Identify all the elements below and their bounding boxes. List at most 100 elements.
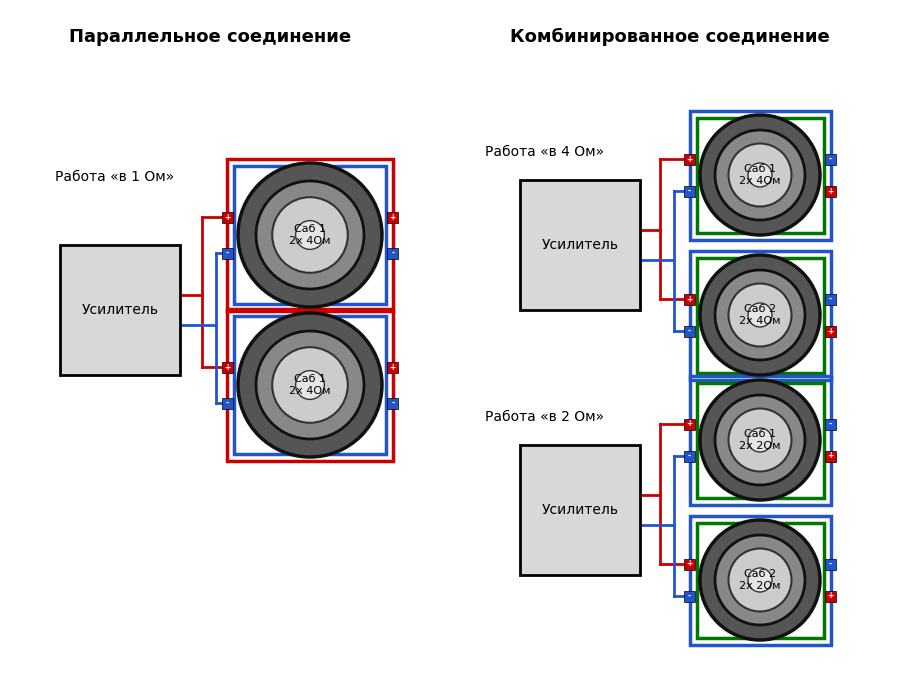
Bar (221, 212, 233, 222)
Bar (387, 362, 399, 372)
Ellipse shape (715, 130, 805, 220)
Ellipse shape (238, 163, 382, 307)
Bar (684, 450, 695, 462)
Text: -: - (226, 249, 229, 258)
Text: Саб 1
2х 4Ом: Саб 1 2х 4Ом (739, 164, 781, 186)
Text: -: - (829, 560, 833, 569)
Bar (684, 558, 695, 569)
Text: -: - (688, 187, 691, 195)
Bar (689, 516, 831, 644)
Text: Саб 1
2х 2Ом: Саб 1 2х 2Ом (739, 429, 781, 451)
Text: +: + (224, 212, 230, 222)
Bar (697, 118, 824, 233)
Text: -: - (392, 398, 394, 408)
Bar (234, 316, 386, 454)
Bar (684, 293, 695, 304)
Ellipse shape (256, 181, 364, 289)
Bar (684, 153, 695, 164)
Text: -: - (688, 452, 691, 460)
Text: Усилитель: Усилитель (542, 503, 618, 517)
Bar (387, 212, 399, 222)
Text: +: + (390, 362, 396, 372)
Bar (825, 591, 836, 602)
Text: +: + (827, 187, 833, 195)
Bar (520, 180, 640, 310)
Ellipse shape (272, 197, 347, 273)
Text: Работа «в 2 Ом»: Работа «в 2 Ом» (485, 410, 604, 424)
Ellipse shape (700, 520, 820, 640)
Text: -: - (829, 420, 833, 429)
Bar (697, 383, 824, 498)
Bar (520, 445, 640, 575)
Text: Саб 2
2х 4Ом: Саб 2 2х 4Ом (739, 304, 781, 326)
Ellipse shape (272, 347, 347, 422)
Text: Саб 1
2х 4Ом: Саб 1 2х 4Ом (289, 224, 331, 246)
Ellipse shape (715, 535, 805, 625)
Text: +: + (687, 155, 693, 164)
Text: +: + (827, 452, 833, 460)
Text: -: - (688, 327, 691, 335)
Ellipse shape (256, 331, 364, 439)
Bar (684, 418, 695, 429)
Ellipse shape (700, 255, 820, 375)
Bar (684, 326, 695, 337)
Bar (825, 326, 836, 337)
Bar (825, 293, 836, 304)
Bar (697, 258, 824, 372)
Text: Усилитель: Усилитель (82, 303, 158, 317)
Bar (825, 153, 836, 164)
Text: Саб 1
2х 4Ом: Саб 1 2х 4Ом (289, 375, 331, 396)
Ellipse shape (728, 143, 791, 206)
Text: Саб 2
2х 2Ом: Саб 2 2х 2Ом (739, 569, 781, 591)
Bar (689, 251, 831, 379)
Ellipse shape (295, 220, 324, 249)
Text: Работа «в 1 Ом»: Работа «в 1 Ом» (55, 170, 175, 184)
Text: -: - (829, 295, 833, 304)
Ellipse shape (748, 163, 772, 187)
Text: Параллельное соединение: Параллельное соединение (69, 28, 351, 46)
Text: +: + (827, 592, 833, 600)
Bar (825, 418, 836, 429)
Text: Усилитель: Усилитель (542, 238, 618, 252)
Ellipse shape (748, 428, 772, 452)
Ellipse shape (728, 408, 791, 471)
Ellipse shape (295, 370, 324, 400)
Bar (221, 397, 233, 408)
Text: +: + (390, 212, 396, 222)
Text: +: + (687, 560, 693, 569)
Ellipse shape (715, 270, 805, 360)
Ellipse shape (748, 568, 772, 592)
Bar (689, 110, 831, 239)
Text: +: + (687, 420, 693, 429)
Text: +: + (224, 362, 230, 372)
Text: -: - (688, 592, 691, 600)
Ellipse shape (715, 395, 805, 485)
Bar (684, 185, 695, 197)
Bar (689, 375, 831, 504)
Ellipse shape (700, 380, 820, 500)
Bar (697, 523, 824, 637)
Bar (684, 591, 695, 602)
Text: Работа «в 4 Ом»: Работа «в 4 Ом» (485, 145, 604, 159)
Bar (221, 247, 233, 258)
Ellipse shape (728, 283, 791, 347)
Bar (227, 160, 392, 310)
Bar (60, 245, 180, 375)
Bar (234, 166, 386, 304)
Text: +: + (827, 327, 833, 335)
Bar (825, 185, 836, 197)
Bar (227, 310, 392, 460)
Bar (387, 247, 399, 258)
Bar (825, 558, 836, 569)
Text: Комбинированное соединение: Комбинированное соединение (510, 28, 830, 46)
Bar (387, 397, 399, 408)
Text: -: - (226, 398, 229, 408)
Bar (825, 450, 836, 462)
Ellipse shape (700, 115, 820, 235)
Ellipse shape (748, 303, 772, 327)
Text: -: - (392, 249, 394, 258)
Bar (221, 362, 233, 372)
Ellipse shape (728, 548, 791, 612)
Text: -: - (829, 155, 833, 164)
Ellipse shape (238, 313, 382, 457)
